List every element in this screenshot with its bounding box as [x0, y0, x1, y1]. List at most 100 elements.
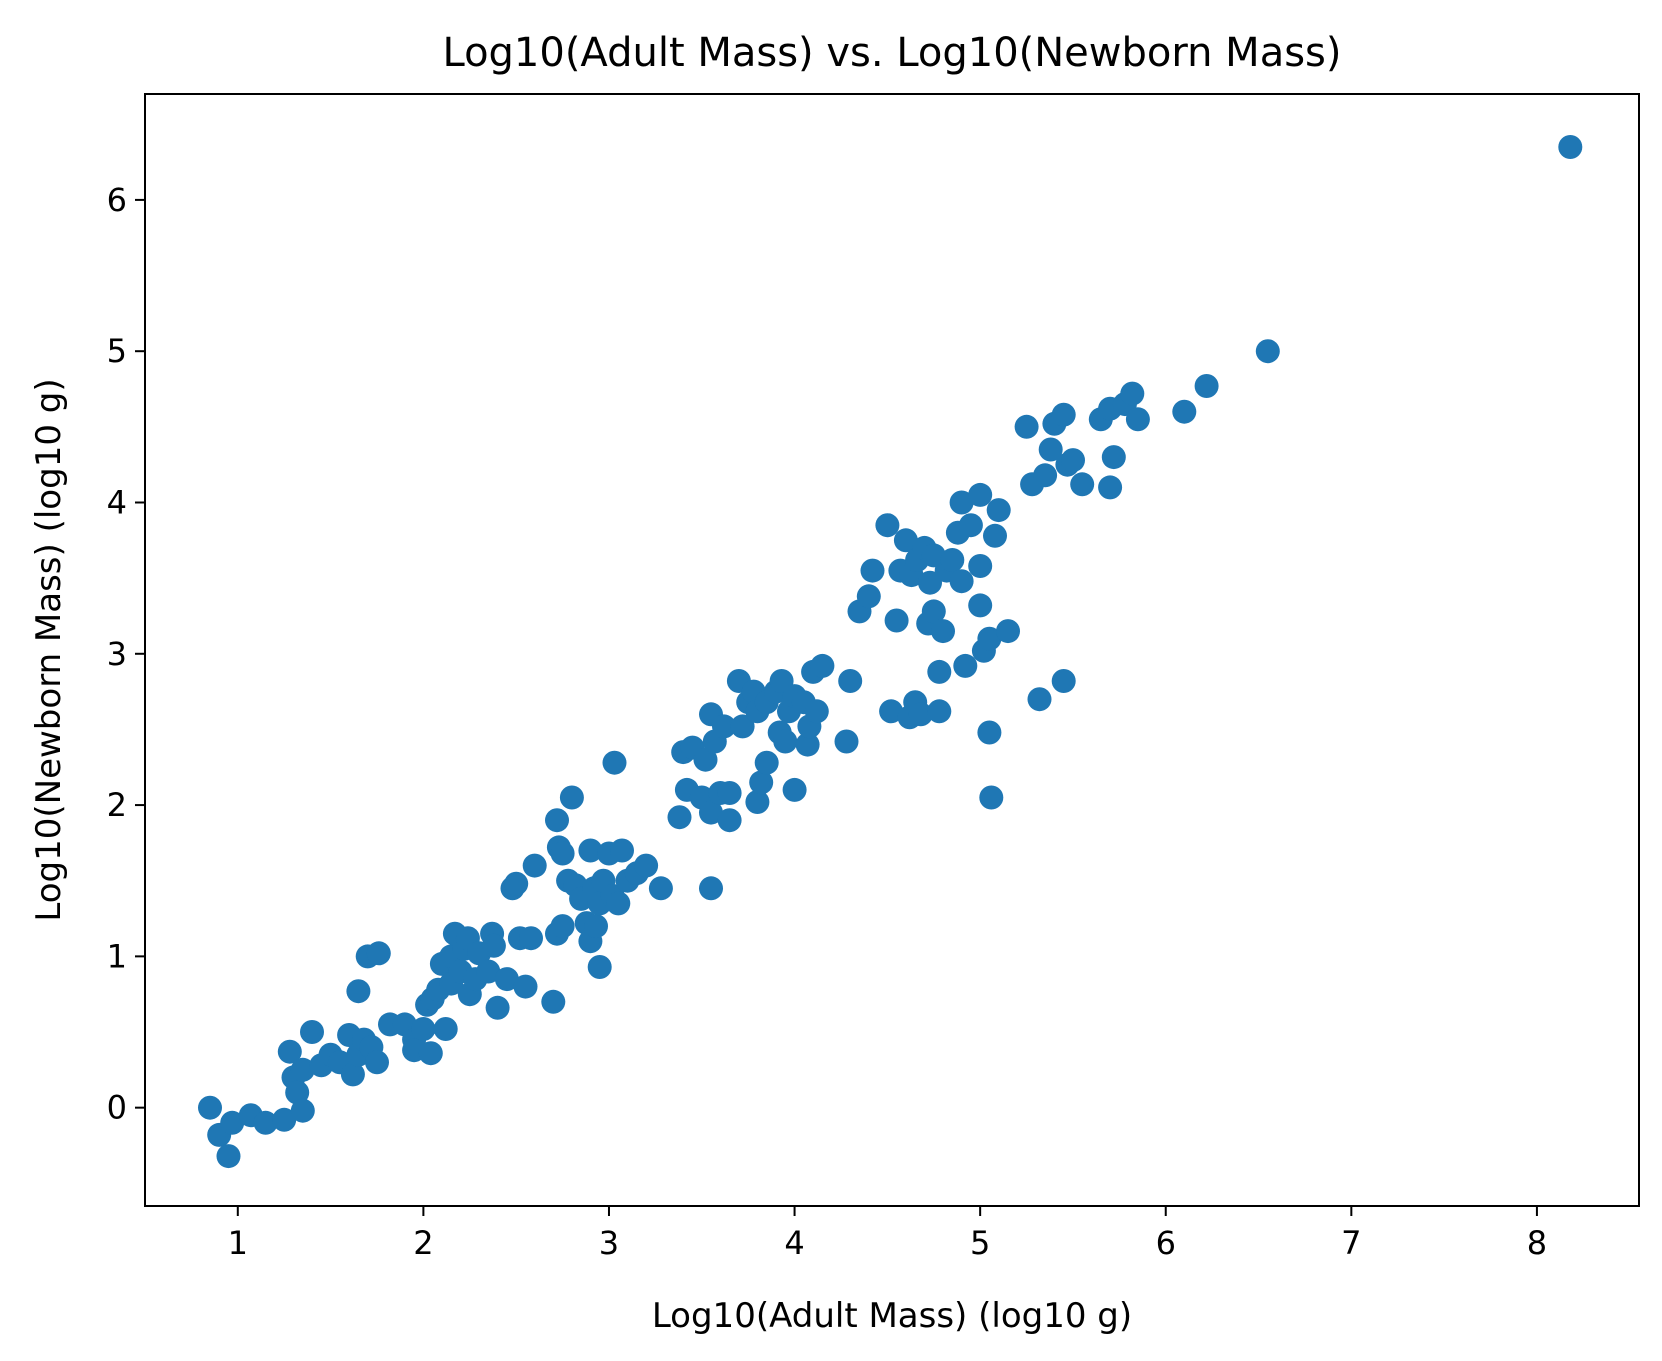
data-point — [481, 933, 506, 958]
data-point — [433, 1017, 458, 1041]
data-point — [745, 790, 770, 814]
data-point — [667, 805, 692, 830]
data-point — [953, 653, 978, 678]
data-points — [198, 135, 1583, 1169]
data-point — [648, 876, 673, 901]
data-point — [476, 959, 501, 984]
x-tick-label: 6 — [1156, 1224, 1176, 1262]
data-point — [1051, 402, 1076, 427]
data-point — [300, 1020, 324, 1044]
data-point — [977, 720, 1002, 745]
data-point — [884, 608, 909, 633]
data-point — [545, 808, 569, 833]
data-point — [949, 569, 974, 594]
data-point — [1033, 463, 1058, 488]
data-point — [610, 838, 634, 863]
data-point — [940, 548, 965, 572]
data-point — [1558, 135, 1583, 159]
x-axis-ticks: 1 2 3 4 5 6 7 8 — [228, 1206, 1547, 1262]
data-point — [893, 528, 918, 553]
data-point — [216, 1144, 241, 1169]
data-point — [927, 659, 952, 684]
data-point — [717, 808, 742, 833]
data-point — [979, 785, 1004, 810]
data-point — [773, 729, 798, 754]
x-tick-label: 4 — [784, 1224, 804, 1262]
data-point — [1172, 399, 1197, 424]
data-point — [1027, 687, 1052, 712]
data-point — [730, 714, 755, 739]
data-point — [587, 955, 612, 979]
data-point — [494, 967, 519, 992]
data-point — [693, 747, 718, 772]
data-point — [949, 490, 974, 515]
y-tick-label: 4 — [107, 483, 127, 521]
x-tick-label: 5 — [970, 1224, 990, 1262]
data-point — [1061, 448, 1085, 473]
data-point — [418, 1041, 443, 1066]
data-point — [879, 699, 904, 724]
plot-area-frame — [144, 93, 1640, 1207]
y-tick-label: 0 — [107, 1089, 127, 1127]
data-point — [875, 513, 900, 538]
data-point — [782, 777, 807, 802]
data-point — [977, 626, 1002, 651]
data-point — [277, 1039, 302, 1064]
data-point — [986, 498, 1011, 523]
data-point — [927, 699, 952, 724]
data-point — [968, 482, 993, 507]
data-point — [918, 570, 942, 595]
data-point — [1070, 472, 1095, 497]
data-point — [198, 1095, 222, 1120]
data-point — [1038, 437, 1063, 462]
data-point — [606, 891, 631, 916]
data-point — [968, 593, 993, 618]
x-axis-label: Log10(Adult Mass) (log10 g) — [652, 1296, 1132, 1336]
data-point — [220, 1110, 245, 1135]
y-tick-label: 5 — [107, 332, 127, 370]
data-point — [513, 974, 538, 999]
data-point — [485, 995, 510, 1020]
data-point — [522, 853, 547, 878]
data-point — [634, 853, 659, 878]
data-point — [285, 1080, 310, 1105]
data-point — [1051, 669, 1076, 693]
data-point — [804, 699, 829, 724]
data-point — [968, 554, 993, 578]
data-point — [550, 841, 575, 866]
data-point — [856, 584, 881, 609]
y-axis-ticks: 0 1 2 3 4 5 6 — [107, 181, 145, 1127]
x-tick-label: 3 — [599, 1224, 619, 1262]
data-point — [1101, 445, 1126, 470]
x-tick-label: 8 — [1527, 1224, 1547, 1262]
data-point — [921, 599, 946, 624]
data-point — [541, 989, 566, 1014]
data-point — [860, 558, 885, 583]
y-tick-label: 6 — [107, 181, 127, 219]
data-point — [749, 770, 774, 795]
y-tick-label: 3 — [107, 635, 127, 673]
x-tick-label: 2 — [413, 1224, 433, 1262]
data-point — [253, 1110, 278, 1135]
data-point — [1098, 475, 1123, 500]
y-tick-label: 1 — [107, 937, 127, 975]
data-point — [1255, 339, 1280, 364]
y-tick-label: 2 — [107, 786, 127, 824]
data-point — [1014, 414, 1039, 439]
data-point — [834, 729, 859, 754]
data-point — [1194, 374, 1219, 398]
data-point — [340, 1062, 365, 1087]
data-point — [411, 1017, 436, 1041]
data-point — [272, 1107, 297, 1132]
data-point — [810, 653, 835, 678]
data-point — [996, 619, 1020, 644]
data-point — [717, 781, 742, 805]
data-point — [559, 785, 584, 810]
data-point — [931, 619, 955, 644]
data-point — [290, 1098, 315, 1123]
data-point — [1120, 381, 1145, 406]
y-axis-label: Log10(Newborn Mass) (log10 g) — [29, 378, 69, 921]
data-point — [504, 871, 529, 896]
